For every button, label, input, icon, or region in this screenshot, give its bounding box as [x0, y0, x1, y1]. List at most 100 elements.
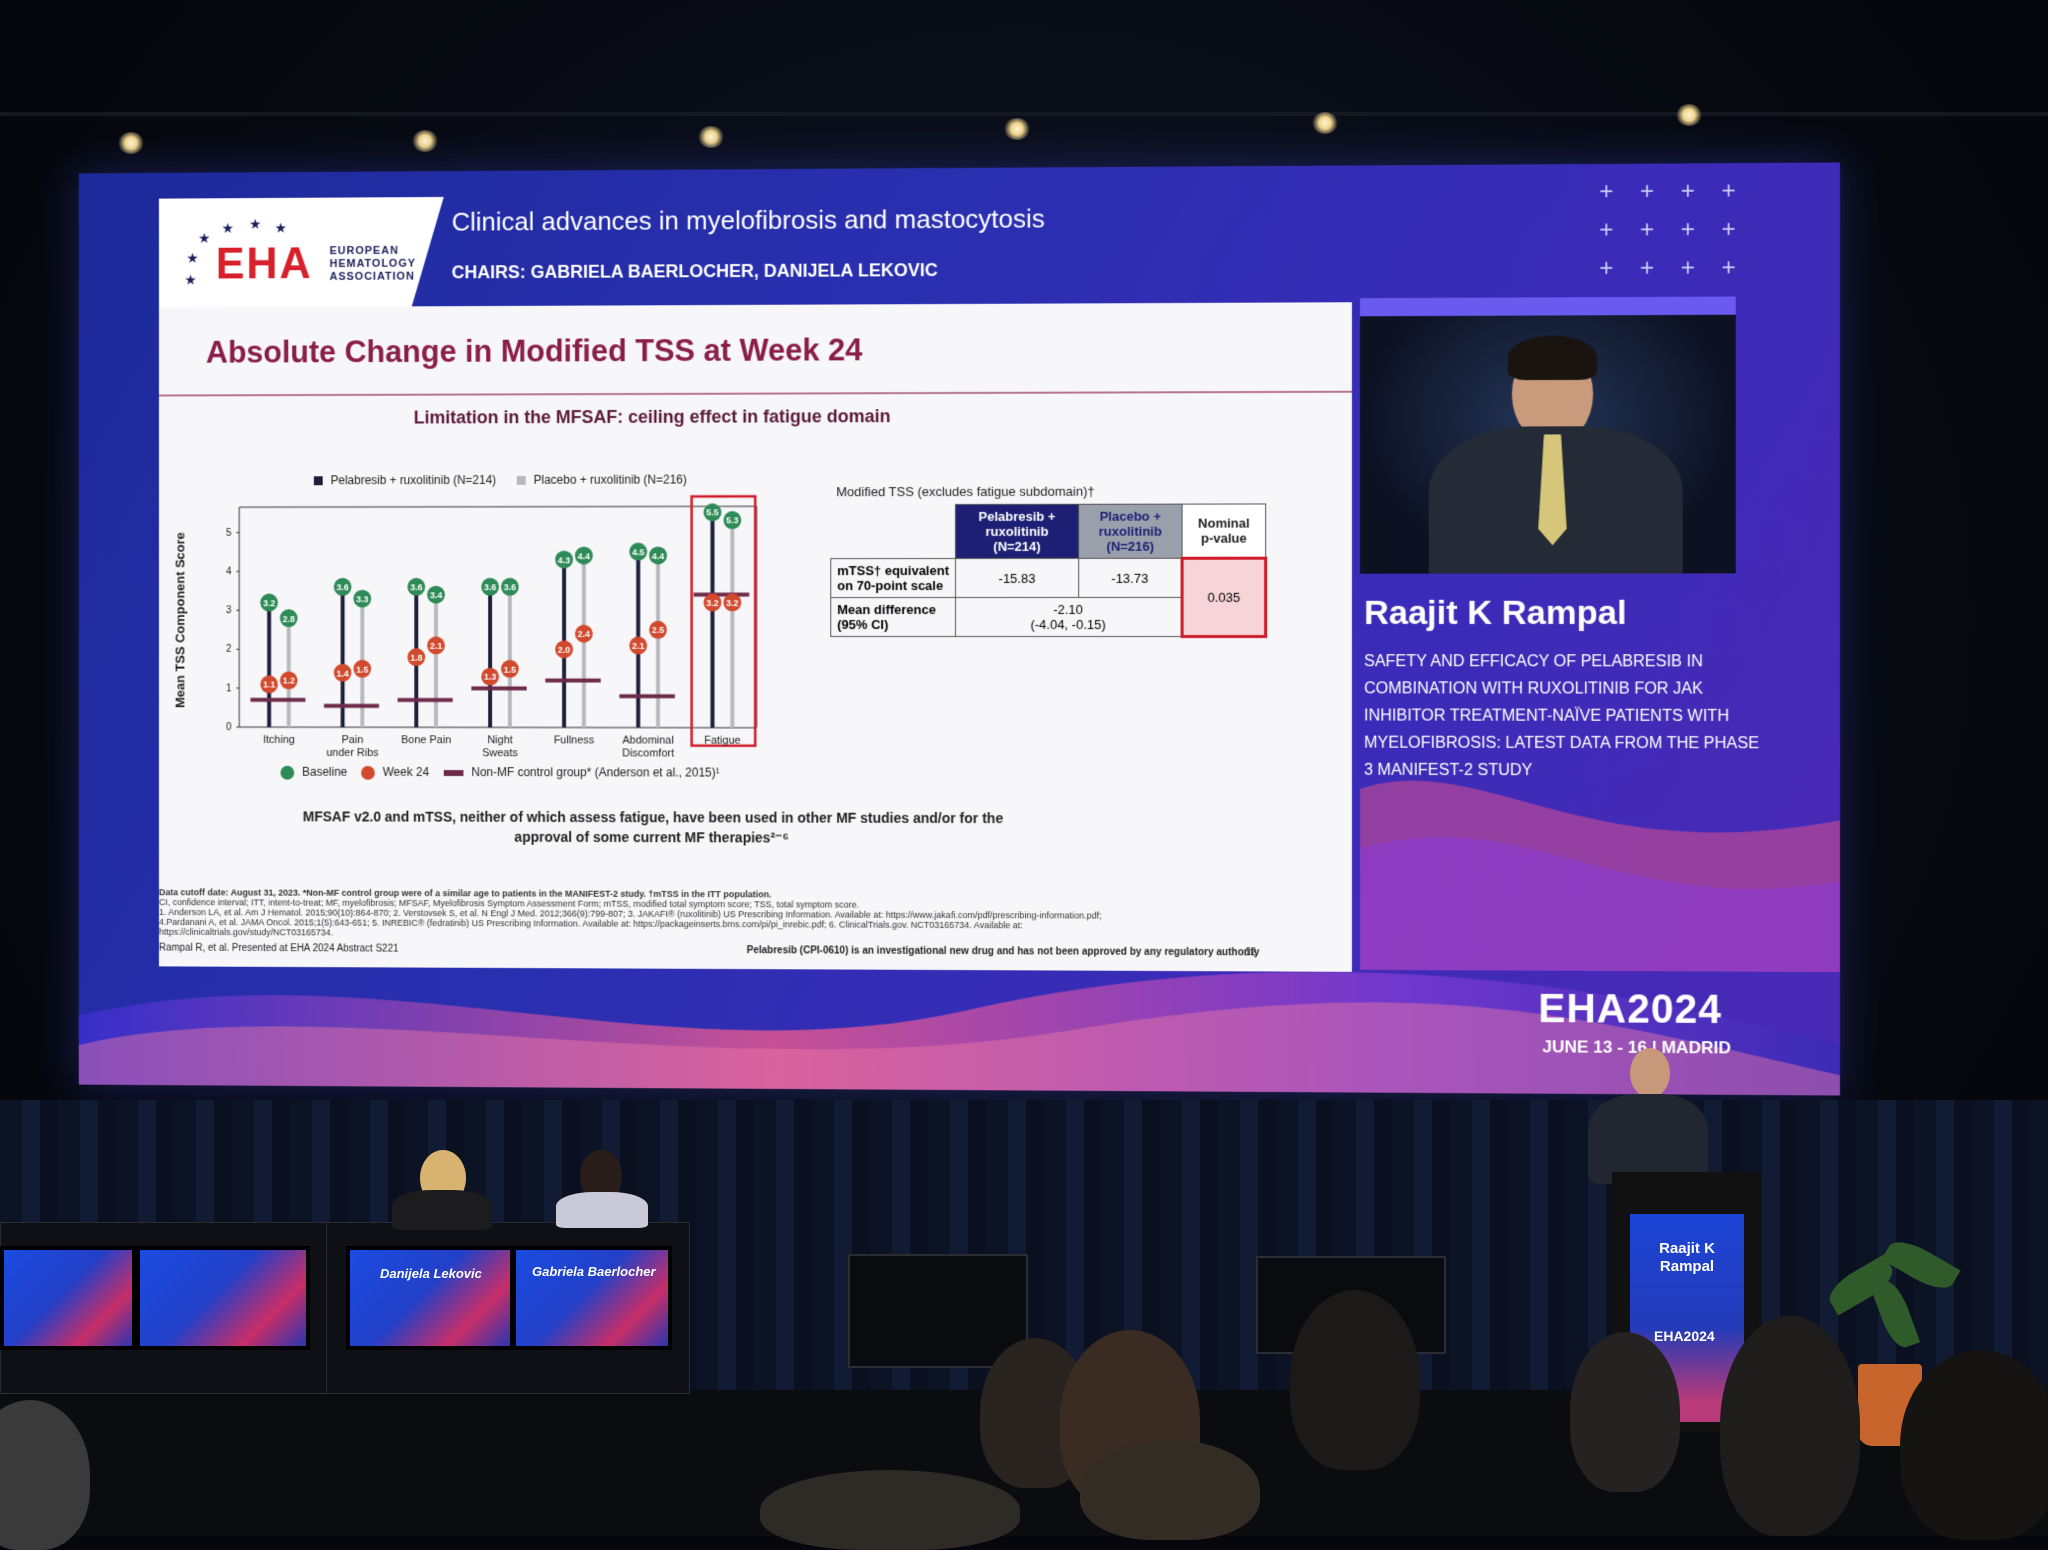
eha-logo-text: EHA	[216, 239, 313, 289]
baseline-label: 4.3	[558, 555, 570, 565]
presenter-head	[1630, 1048, 1670, 1098]
x-tick-label: Fatigue	[704, 735, 740, 747]
table-caption: Modified TSS (excludes fatigue subdomain…	[836, 484, 1094, 499]
baseline-label: 5.5	[706, 508, 718, 518]
audience-member	[1570, 1332, 1680, 1492]
star-icon: ★	[184, 272, 196, 289]
week24-label: 2.1	[430, 641, 442, 651]
pvalue-cell: 0.035	[1182, 558, 1266, 636]
slide-disclaimer: Pelabresib (CPI-0610) is an investigatio…	[747, 945, 1260, 958]
legend-control: Non-MF control group* (Anderson et al., …	[444, 765, 720, 779]
presenter	[1588, 1094, 1708, 1184]
baseline-label: 5.3	[726, 516, 738, 526]
week24-label: 2.1	[632, 641, 644, 651]
slide-subtitle: Limitation in the MFSAF: ceiling effect …	[159, 405, 1150, 429]
audience-member	[760, 1470, 1020, 1550]
header-placebo: Placebo +ruxolitinib(N=216)	[1079, 504, 1182, 558]
panel-name: Danijela Lekovic	[380, 1266, 482, 1281]
x-tick-label: Fullness	[554, 734, 595, 746]
baseline-label: 4.4	[578, 551, 590, 561]
speaker-name: Raajit K Rampal	[1364, 594, 1627, 633]
x-axis	[239, 727, 756, 728]
desk-monitor	[346, 1246, 514, 1350]
confidence-monitor	[848, 1254, 1028, 1368]
week24-label: 1.2	[283, 676, 295, 686]
baseline-label: 4.5	[632, 547, 644, 557]
header-pvalue: Nominalp-value	[1182, 504, 1266, 558]
slide-title: Absolute Change in Modified TSS at Week …	[206, 332, 863, 370]
baseline-label: 2.8	[283, 614, 295, 624]
star-icon: ★	[249, 216, 261, 233]
week24-label: 1.4	[336, 668, 348, 678]
header-pelabresib: Pelabresib +ruxolitinib(N=214)	[955, 504, 1078, 558]
cell-mean-difference: -2.10(-4.04, -0.15)	[955, 597, 1182, 636]
lectern-name: Raajit KRampal	[1630, 1240, 1744, 1276]
table-row: mTSS† equivalenton 70-point scale -15.83…	[831, 558, 1266, 597]
week24-label: 3.2	[706, 598, 718, 608]
audience-member	[1290, 1290, 1420, 1470]
cell-placebo: -13.73	[1079, 558, 1182, 597]
lectern-event: EHA2024	[1654, 1328, 1715, 1344]
y-tick-label: 0	[226, 722, 232, 733]
symptom-chart: 012345Mean TSS Component Score3.21.12.81…	[159, 484, 840, 784]
audience-member	[1080, 1440, 1260, 1540]
x-tick-label: Night	[487, 734, 512, 746]
audience-member	[1900, 1350, 2048, 1540]
baseline-label: 3.4	[430, 590, 442, 600]
baseline-label: 3.6	[336, 582, 348, 592]
star-icon: ★	[198, 230, 210, 247]
desk-monitor	[0, 1246, 136, 1350]
ceiling-light	[1676, 104, 1702, 126]
audience-member	[1720, 1316, 1860, 1536]
speaker-topic: SAFETY AND EFFICACY OF PELABRESIB IN COM…	[1364, 648, 1770, 785]
y-tick-label: 5	[226, 528, 232, 539]
fatigue-highlight-box	[692, 496, 756, 745]
legend-baseline: Baseline	[280, 765, 347, 780]
presentation-slide: Absolute Change in Modified TSS at Week …	[159, 302, 1352, 972]
y-tick-label: 2	[226, 644, 232, 655]
speaker-video	[1360, 297, 1736, 574]
x-tick-label: Itching	[263, 734, 295, 746]
ceiling-light	[118, 132, 144, 154]
row-label: Mean difference(95% CI)	[831, 597, 956, 636]
x-tick-label: Discomfort	[622, 747, 674, 759]
y-axis-title: Mean TSS Component Score	[173, 532, 188, 708]
x-tick-label: Sweats	[482, 747, 518, 759]
ceiling-light	[412, 130, 438, 152]
star-icon: ★	[275, 220, 287, 237]
week24-label: 3.2	[726, 598, 738, 608]
desk-monitor	[512, 1246, 672, 1350]
cell-pelabresib: -15.83	[955, 558, 1078, 597]
session-title: Clinical advances in myelofibrosis and m…	[452, 203, 1045, 237]
projection-screen: ★ ★ ★ ★ ★ ★ EHA EUROPEANHEMATOLOGYASSOCI…	[79, 162, 1840, 1095]
desk-monitor	[136, 1246, 310, 1350]
slide-note-line2: approval of some current MF therapies²⁻⁶	[159, 828, 1150, 848]
mtss-table: Pelabresib +ruxolitinib(N=214) Placebo +…	[830, 503, 1267, 638]
row-label: mTSS† equivalenton 70-point scale	[831, 558, 956, 597]
panel-name: Gabriela Baerlocher	[532, 1264, 656, 1279]
star-icon: ★	[186, 250, 198, 267]
ceiling-light	[698, 126, 724, 148]
x-tick-label: Abdominal	[622, 734, 673, 746]
star-icon: ★	[222, 220, 234, 237]
baseline-label: 3.6	[484, 582, 496, 592]
week24-label: 2.4	[578, 629, 590, 639]
title-divider	[159, 391, 1352, 397]
baseline-label: 3.6	[410, 582, 422, 592]
slide-references: Data cutoff date: August 31, 2023. *Non-…	[159, 887, 1312, 941]
eha-logo-panel: ★ ★ ★ ★ ★ ★ EHA EUROPEANHEMATOLOGYASSOCI…	[159, 197, 444, 315]
week24-label: 2.5	[652, 625, 664, 635]
week24-label: 1.5	[504, 664, 516, 674]
x-tick-label: Bone Pain	[401, 734, 451, 746]
y-tick-label: 3	[226, 605, 232, 616]
legend-week24: Week 24	[361, 765, 429, 780]
ceiling-light	[1004, 118, 1030, 140]
plot-border	[239, 506, 756, 507]
slide-citation: Rampal R, et al. Presented at EHA 2024 A…	[159, 943, 399, 955]
slide-page-number: 12	[1245, 947, 1256, 958]
y-tick-label: 4	[226, 566, 232, 577]
week24-label: 1.1	[263, 680, 275, 690]
baseline-label: 3.6	[504, 582, 516, 592]
chair-person	[556, 1192, 648, 1228]
week24-label: 2.0	[558, 645, 570, 655]
